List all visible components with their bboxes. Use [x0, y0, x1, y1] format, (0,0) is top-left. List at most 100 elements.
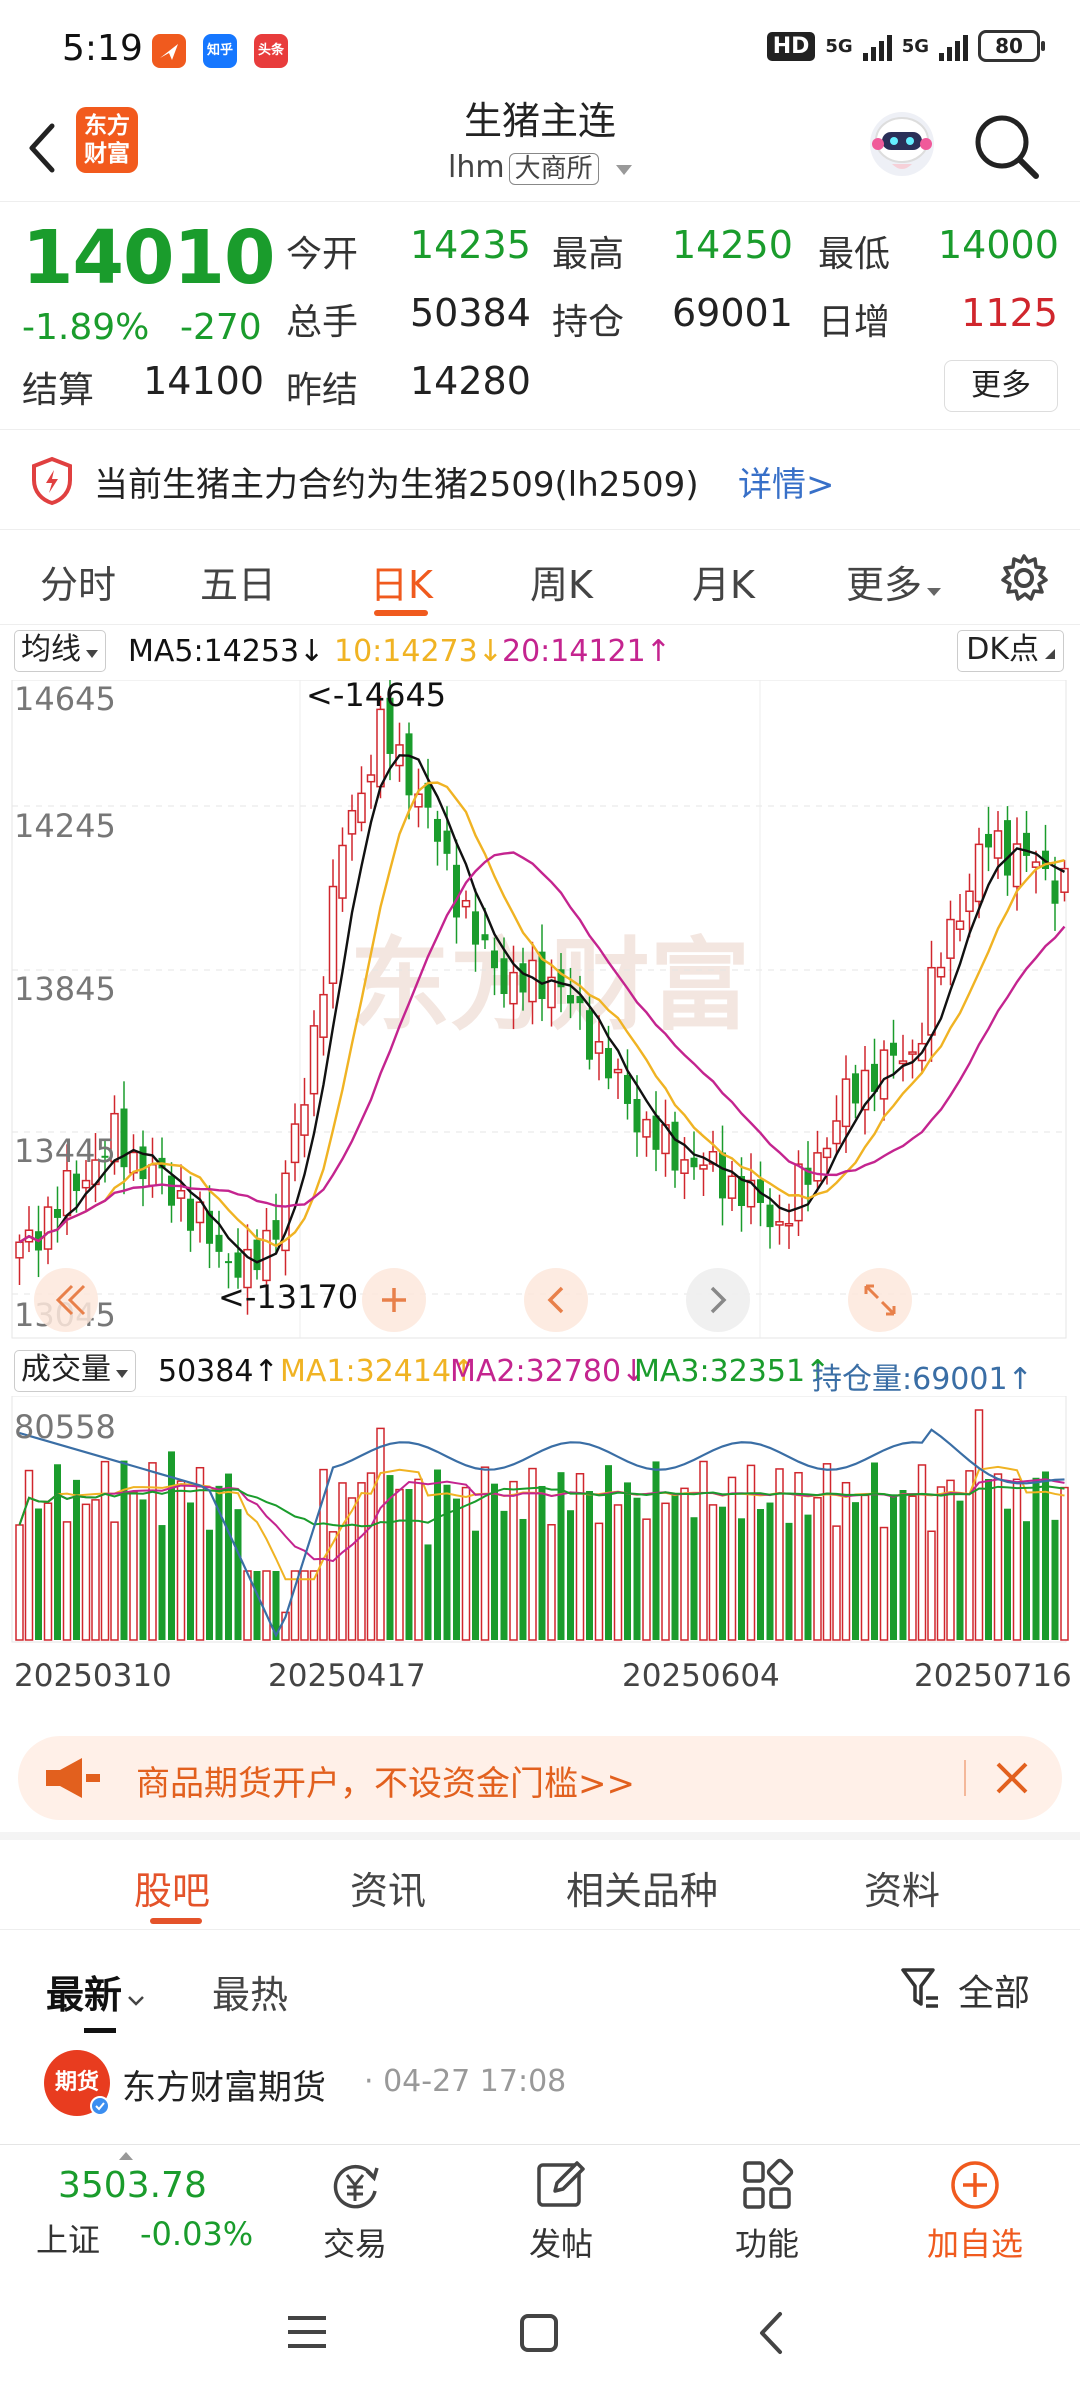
volume-bar-up — [176, 1480, 186, 1641]
chart-scroll-left-button[interactable] — [524, 1268, 588, 1332]
menu-icon[interactable] — [286, 2312, 328, 2352]
sort-latest[interactable]: 最新 — [46, 1964, 146, 2019]
app-header: 东方 财富 生猪主连 lhm 大商所 — [0, 90, 1080, 202]
tab-news[interactable]: 资讯 — [350, 1869, 427, 1913]
candle-body-down — [491, 950, 498, 969]
candle-body-down — [605, 1048, 612, 1079]
volume-bar-down — [956, 1500, 964, 1640]
candle-body-up — [309, 1025, 319, 1095]
tab-forum[interactable]: 股吧 — [134, 1869, 211, 1913]
chart-scroll-right-button[interactable] — [686, 1268, 750, 1332]
volume-bar-down — [785, 1522, 793, 1640]
logo-text-1: 东方 — [84, 113, 130, 139]
candle-body-up — [822, 1147, 832, 1159]
candle-body-down — [443, 830, 451, 854]
volume-bar-up — [708, 1504, 718, 1641]
avatar[interactable]: 期货 — [44, 2050, 110, 2116]
volume-bar-down — [671, 1493, 679, 1640]
volume-bar-down — [424, 1544, 432, 1640]
filter-icon[interactable] — [900, 1964, 940, 2012]
volume-bar-down — [35, 1508, 42, 1640]
more-button[interactable]: 更多 — [944, 360, 1058, 412]
candle-body-up — [347, 809, 357, 835]
volume-bar-up — [100, 1460, 110, 1641]
promo-banner[interactable]: 商品期货开户，不设资金门槛>> — [18, 1736, 1062, 1820]
volume-bar-down — [168, 1451, 175, 1640]
nav-add-watchlist[interactable]: 加自选 — [910, 2157, 1040, 2265]
candle-body-up — [547, 976, 556, 1009]
ma-selector[interactable]: 均线 — [14, 630, 106, 672]
volume-bar-up — [775, 1468, 784, 1641]
assistant-robot-icon[interactable] — [862, 104, 942, 184]
candle-body-up — [290, 1123, 300, 1164]
app-logo[interactable]: 东方 财富 — [76, 107, 138, 173]
volume-bar-up — [613, 1504, 623, 1641]
volume-bar-down — [1023, 1521, 1030, 1640]
forum-post[interactable]: 期货 东方财富期货 · 04-27 17:08 — [0, 2040, 1080, 2150]
back-icon[interactable] — [756, 2310, 786, 2356]
nav-post-label: 发帖 — [528, 2225, 593, 2263]
tab-related-products[interactable]: 相关品种 — [566, 1869, 719, 1913]
candle-body-down — [120, 1108, 128, 1168]
back-arrow-icon[interactable] — [22, 118, 62, 178]
contract-code: lhm — [448, 150, 505, 185]
candle-body-down — [1004, 820, 1011, 876]
notice-details-link[interactable]: 详情> — [738, 465, 835, 505]
index-value[interactable]: 3503.78 — [58, 2165, 207, 2206]
tab-info[interactable]: 资料 — [864, 1869, 941, 1913]
candle-body-down — [225, 1261, 232, 1264]
candle-body-up — [15, 1241, 24, 1259]
volume-bar-up — [832, 1525, 841, 1641]
candle-body-up — [594, 1041, 604, 1054]
chart-fullscreen-button[interactable] — [848, 1268, 912, 1332]
volume-selector[interactable]: 成交量 — [14, 1350, 136, 1392]
tab-daily-k[interactable]: 日K — [370, 563, 433, 607]
home-icon[interactable] — [518, 2312, 560, 2354]
volume-chart[interactable]: 80558 — [0, 1395, 1080, 1644]
open-interest-readout: 持仓量:69001↑ — [812, 1354, 1033, 1398]
up-arrow-icon: ↑ — [1007, 1362, 1033, 1397]
volume-bar-down — [538, 1485, 546, 1640]
tab-weekly-k[interactable]: 周K — [530, 563, 593, 607]
active-tab-underline — [150, 1918, 202, 1924]
nav-post[interactable]: 发帖 — [496, 2157, 626, 2265]
tab-five-day[interactable]: 五日 — [200, 563, 277, 607]
contract-code-row[interactable]: lhm 大商所 — [448, 148, 634, 185]
candle-body-up — [366, 774, 376, 783]
volume-bar-down — [139, 1499, 147, 1640]
post-author[interactable]: 东方财富期货 — [122, 2068, 326, 2108]
vol-ma1-value: MA1:32414 — [280, 1354, 452, 1389]
gear-icon[interactable] — [998, 552, 1050, 604]
nav-trade[interactable]: 交易 — [290, 2157, 420, 2265]
tab-more-periods[interactable]: 更多 — [846, 554, 942, 609]
volume-bar-up — [243, 1570, 252, 1641]
chart-prev-page-button[interactable] — [34, 1268, 98, 1332]
tab-intraday[interactable]: 分时 — [40, 563, 117, 607]
up-arrow-icon: ↑ — [253, 1354, 279, 1389]
candle-body-up — [775, 1221, 784, 1226]
index-change[interactable]: -0.03% — [140, 2215, 254, 2253]
tab-monthly-k[interactable]: 月K — [692, 563, 755, 607]
daily-increase-value: 1125 — [961, 291, 1058, 335]
ma5-readout: MA5:14253↓ — [128, 634, 324, 669]
kline-chart[interactable]: 东方财富 14645 14245 13845 13445 13045 <-146… — [0, 671, 1080, 1340]
net-label-2: 5G — [901, 35, 929, 57]
close-icon[interactable] — [988, 1752, 1036, 1804]
candle-body-down — [253, 1239, 261, 1271]
volume-bar-up — [281, 1611, 290, 1641]
status-indicators: HD 5G 5G 80 — [766, 30, 1045, 62]
candle-body-up — [319, 993, 328, 1038]
search-icon[interactable] — [970, 106, 1044, 186]
index-name[interactable]: 上证 — [36, 2221, 101, 2259]
candle-body-up — [148, 1163, 157, 1187]
ma20-line — [18, 851, 1066, 1244]
filter-all[interactable]: 全部 — [958, 1973, 1031, 2014]
chart-zoom-in-button[interactable] — [362, 1268, 426, 1332]
candle-body-down — [472, 911, 479, 945]
sort-hot[interactable]: 最热 — [212, 1973, 289, 2017]
date-label: 20250310 — [14, 1658, 172, 1694]
candle-body-up — [195, 1201, 205, 1224]
nav-functions[interactable]: 功能 — [702, 2157, 832, 2265]
signal-icon — [862, 31, 892, 61]
dk-point-button[interactable]: DK点 — [957, 630, 1064, 672]
